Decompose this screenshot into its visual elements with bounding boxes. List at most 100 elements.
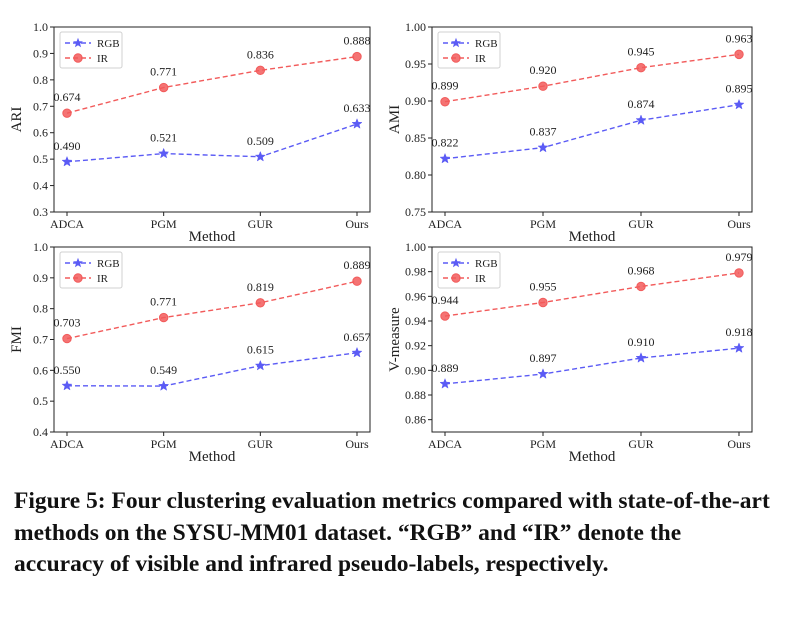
data-label-ir: 0.899	[432, 79, 459, 93]
legend-marker-ir	[73, 53, 83, 63]
series-line-ir	[66, 280, 358, 340]
x-tick-label: ADCA	[428, 217, 462, 231]
y-tick-label: 0.96	[405, 289, 426, 303]
y-tick-label: 0.6	[33, 126, 48, 140]
data-label-ir: 0.836	[247, 47, 274, 61]
data-label-rgb: 0.657	[344, 330, 371, 344]
y-tick-label: 0.92	[405, 339, 426, 353]
y-tick-label: 1.00	[405, 20, 426, 34]
data-label-rgb: 0.490	[54, 139, 81, 153]
plot-frame	[431, 246, 753, 433]
legend-label-rgb: RGB	[475, 258, 498, 270]
data-point-rgb	[351, 118, 363, 129]
y-tick-label: 0.9	[33, 46, 48, 60]
x-tick-label: PGM	[530, 217, 556, 231]
y-tick-label: 1.0	[33, 20, 48, 34]
data-point-ir	[62, 333, 72, 344]
data-point-ir	[158, 82, 169, 93]
series-line-rgb	[444, 104, 740, 160]
y-tick-label: 0.85	[405, 131, 426, 145]
y-tick-label: 0.94	[405, 314, 426, 328]
data-label-ir: 0.674	[54, 90, 81, 104]
data-point-ir	[636, 281, 646, 292]
legend-label-rgb: RGB	[97, 258, 120, 270]
data-label-rgb: 0.509	[247, 134, 274, 148]
data-point-rgb	[439, 152, 451, 164]
data-label-rgb: 0.897	[530, 351, 557, 365]
data-label-ir: 0.771	[150, 295, 177, 309]
y-axis-label: ARI	[9, 107, 25, 133]
data-point-ir	[255, 65, 266, 76]
data-point-rgb	[158, 147, 170, 159]
data-point-rgb	[351, 346, 363, 358]
data-label-rgb: 0.822	[432, 136, 459, 150]
y-tick-label: 0.4	[33, 179, 48, 193]
series-line-rgb	[66, 352, 358, 387]
legend-marker-rgb	[73, 37, 83, 48]
x-tick-label: PGM	[530, 437, 556, 451]
y-tick-label: 0.6	[33, 363, 48, 377]
x-tick-label: GUR	[248, 217, 273, 231]
chart-panel-v-measure: 0.86 0.88 0.90 0.92 0.94 0.96 0.98 1.00 ADCA PGM G…	[387, 240, 753, 465]
data-label-rgb: 0.521	[150, 131, 177, 145]
chart-panel-ami: 0.75 0.80 0.85 0.90 0.95 1.00 ADCA PGM GUR Ours Me…	[387, 20, 753, 245]
y-tick-label: 0.8	[33, 73, 48, 87]
legend-label-ir: IR	[475, 273, 487, 285]
x-tick-label: GUR	[248, 437, 273, 451]
data-point-rgb	[439, 377, 451, 389]
data-point-rgb	[254, 359, 266, 371]
data-point-ir	[636, 62, 646, 73]
data-point-rgb	[254, 150, 266, 162]
y-tick-label: 0.7	[33, 333, 48, 347]
x-tick-label: Ours	[727, 217, 751, 231]
y-tick-label: 0.3	[33, 205, 48, 219]
x-tick-label: PGM	[151, 437, 177, 451]
data-point-ir	[352, 51, 362, 62]
data-label-ir: 0.945	[628, 45, 655, 59]
data-point-ir	[352, 276, 362, 286]
x-tick-label: Ours	[345, 437, 369, 451]
legend-marker-ir	[451, 53, 461, 63]
y-axis-label: AMI	[387, 105, 403, 134]
y-axis-label: V-measure	[387, 307, 403, 372]
data-label-ir: 0.968	[628, 263, 655, 277]
y-tick-label: 0.86	[405, 413, 426, 427]
data-label-rgb: 0.550	[54, 363, 81, 377]
series-line-rgb	[66, 123, 358, 163]
data-label-ir: 0.944	[432, 293, 459, 307]
data-point-ir	[158, 312, 169, 323]
y-tick-label: 0.4	[33, 425, 48, 439]
x-tick-label: Ours	[345, 217, 369, 231]
legend-label-ir: IR	[97, 273, 109, 285]
data-point-rgb	[537, 141, 549, 153]
x-axis-label: Method	[569, 449, 616, 465]
data-label-ir: 0.920	[530, 63, 557, 77]
plot-frame	[431, 26, 753, 213]
y-axis-label: FMI	[9, 326, 25, 353]
x-tick-label: ADCA	[50, 437, 84, 451]
data-point-rgb	[733, 98, 745, 110]
data-label-rgb: 0.910	[628, 335, 655, 349]
data-label-rgb: 0.889	[432, 361, 459, 375]
x-tick-label: Ours	[727, 437, 751, 451]
data-point-rgb	[537, 368, 549, 379]
data-label-ir: 0.955	[530, 280, 557, 294]
x-tick-label: ADCA	[428, 437, 462, 451]
data-label-rgb: 0.918	[726, 325, 753, 339]
data-point-rgb	[158, 380, 170, 391]
y-tick-label: 0.90	[405, 363, 426, 377]
x-axis-label: Method	[189, 229, 236, 245]
data-label-rgb: 0.633	[344, 101, 371, 115]
data-point-rgb	[61, 379, 73, 391]
y-tick-label: 0.95	[405, 57, 426, 71]
data-point-ir	[538, 297, 548, 308]
x-axis-label: Method	[569, 229, 616, 245]
legend-marker-rgb	[451, 257, 461, 268]
data-label-ir: 0.889	[344, 258, 371, 272]
data-label-ir: 0.703	[54, 316, 81, 330]
x-tick-label: GUR	[628, 437, 653, 451]
x-tick-label: ADCA	[50, 217, 84, 231]
legend-marker-rgb	[73, 257, 83, 268]
caption-text: Four clustering evaluation metrics compa…	[14, 488, 770, 577]
legend-marker-ir	[451, 273, 461, 283]
